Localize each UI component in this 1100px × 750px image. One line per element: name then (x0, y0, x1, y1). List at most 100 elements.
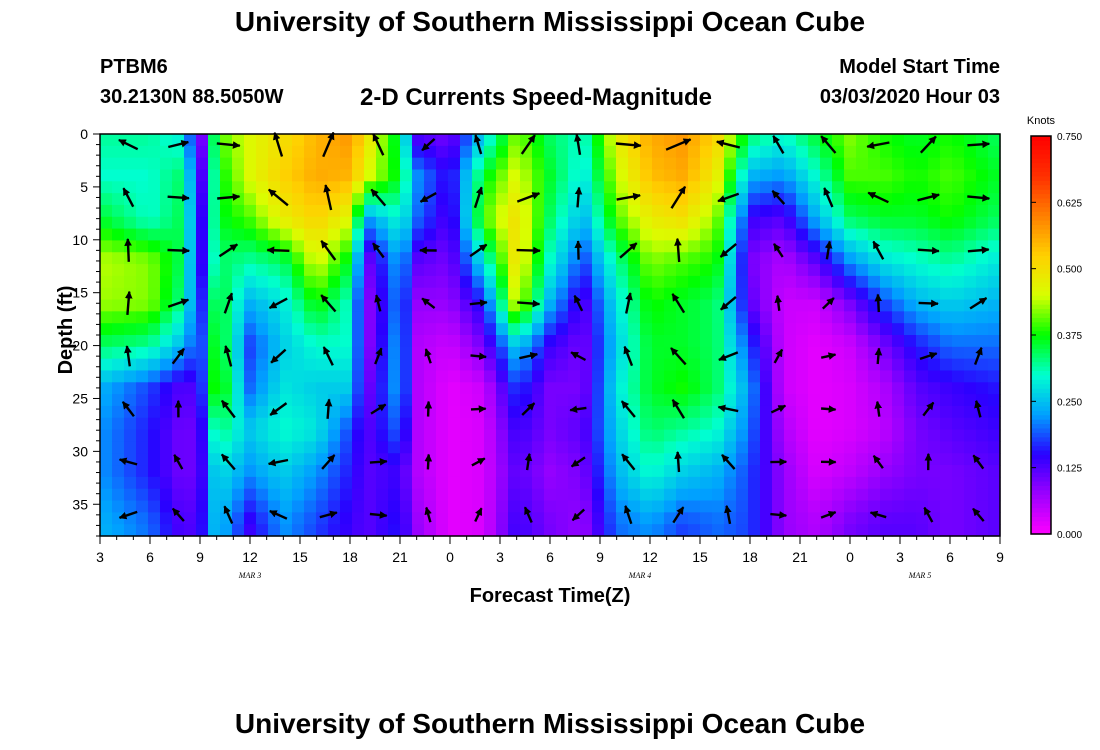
heatmap-cell (988, 476, 1001, 490)
heatmap-cell (508, 465, 521, 478)
heatmap-cell (580, 193, 593, 206)
current-arrow (372, 133, 385, 156)
heatmap-cell (196, 358, 209, 372)
heatmap-cell (904, 240, 917, 253)
heatmap-cell (256, 512, 269, 525)
heatmap-cell (556, 488, 569, 502)
heatmap-cell (580, 157, 593, 171)
heatmap-cell (820, 524, 833, 537)
heatmap-cell (208, 394, 221, 407)
colorbar-segment (1031, 419, 1051, 425)
heatmap-cell (736, 181, 749, 194)
heatmap-cell (640, 252, 653, 265)
heatmap-cell (688, 216, 701, 230)
heatmap-cell (820, 228, 833, 242)
heatmap-cell (364, 465, 377, 478)
heatmap-cell (472, 275, 485, 289)
heatmap-cell (244, 429, 257, 443)
y-tick-label: 5 (80, 179, 88, 195)
heatmap-cell (796, 264, 809, 277)
heatmap-cell (304, 323, 317, 336)
heatmap-cell (880, 157, 893, 171)
heatmap-cell (940, 405, 953, 419)
heatmap-cell (352, 500, 365, 513)
heatmap-cell (496, 488, 509, 502)
heatmap-cell (352, 145, 365, 159)
heatmap-cell (460, 382, 473, 395)
heatmap-cell (904, 335, 917, 348)
colorbar-segment (1031, 476, 1051, 482)
heatmap-cell (736, 512, 749, 525)
heatmap-cell (496, 169, 509, 182)
heatmap-cell (220, 476, 233, 490)
heatmap-cell (748, 181, 761, 194)
heatmap-cell (880, 417, 893, 431)
heatmap-cell (808, 228, 821, 242)
heatmap-cell (808, 488, 821, 502)
heatmap-cell (532, 465, 545, 478)
colorbar-segment (1031, 180, 1051, 186)
heatmap-cell (724, 264, 737, 277)
heatmap-cell (628, 500, 641, 513)
colorbar-segment (1031, 436, 1051, 442)
heatmap-cell (964, 382, 977, 395)
heatmap-cell (304, 500, 317, 513)
heatmap-cell (208, 417, 221, 431)
colorbar-segment (1031, 414, 1051, 420)
heatmap-cell (340, 264, 353, 277)
heatmap-cell (496, 524, 509, 537)
heatmap-cell (220, 216, 233, 230)
heatmap-cell (856, 358, 869, 372)
heatmap-cell (352, 346, 365, 360)
heatmap-cell (832, 145, 845, 159)
heatmap-cell (484, 311, 497, 324)
heatmap-cell (604, 193, 617, 206)
heatmap-cell (532, 264, 545, 277)
heatmap-cell (568, 382, 581, 395)
heatmap-cell (964, 228, 977, 242)
heatmap-cell (136, 524, 149, 537)
heatmap-cell (148, 299, 161, 312)
heatmap-cell (904, 512, 917, 525)
heatmap-cell (940, 252, 953, 265)
heatmap-cell (460, 465, 473, 478)
heatmap-cell (556, 465, 569, 478)
heatmap-cell (220, 370, 233, 383)
heatmap-cell (748, 488, 761, 502)
heatmap-cell (748, 299, 761, 312)
heatmap-cell (388, 275, 401, 289)
heatmap-cell (460, 441, 473, 454)
heatmap-cell (736, 264, 749, 277)
heatmap-cell (388, 405, 401, 419)
heatmap-cell (664, 264, 677, 277)
heatmap-cell (352, 228, 365, 242)
heatmap-cell (472, 228, 485, 242)
heatmap-cell (244, 405, 257, 419)
heatmap-cell (256, 417, 269, 431)
heatmap-cell (580, 382, 593, 395)
heatmap-cell (760, 441, 773, 454)
colorbar-segment (1031, 370, 1051, 376)
heatmap-cell (292, 405, 305, 419)
heatmap-cell (676, 417, 689, 431)
heatmap-cell (628, 204, 641, 218)
heatmap-cell (244, 252, 257, 265)
heatmap-cell (604, 181, 617, 194)
heatmap-cell (256, 429, 269, 443)
heatmap-cell (400, 216, 413, 230)
heatmap-cell (832, 216, 845, 230)
heatmap-cell (136, 465, 149, 478)
heatmap-cell (832, 370, 845, 383)
heatmap-cell (196, 476, 209, 490)
heatmap-cell (556, 204, 569, 218)
heatmap-cell (952, 264, 965, 277)
heatmap-cell (676, 145, 689, 159)
heatmap-cell (592, 405, 605, 419)
heatmap-cell (364, 370, 377, 383)
heatmap-cell (592, 169, 605, 182)
heatmap-cell (628, 228, 641, 242)
heatmap-cell (760, 394, 773, 407)
heatmap-cell (784, 299, 797, 312)
heatmap-cell (316, 476, 329, 490)
heatmap-cell (652, 240, 665, 253)
